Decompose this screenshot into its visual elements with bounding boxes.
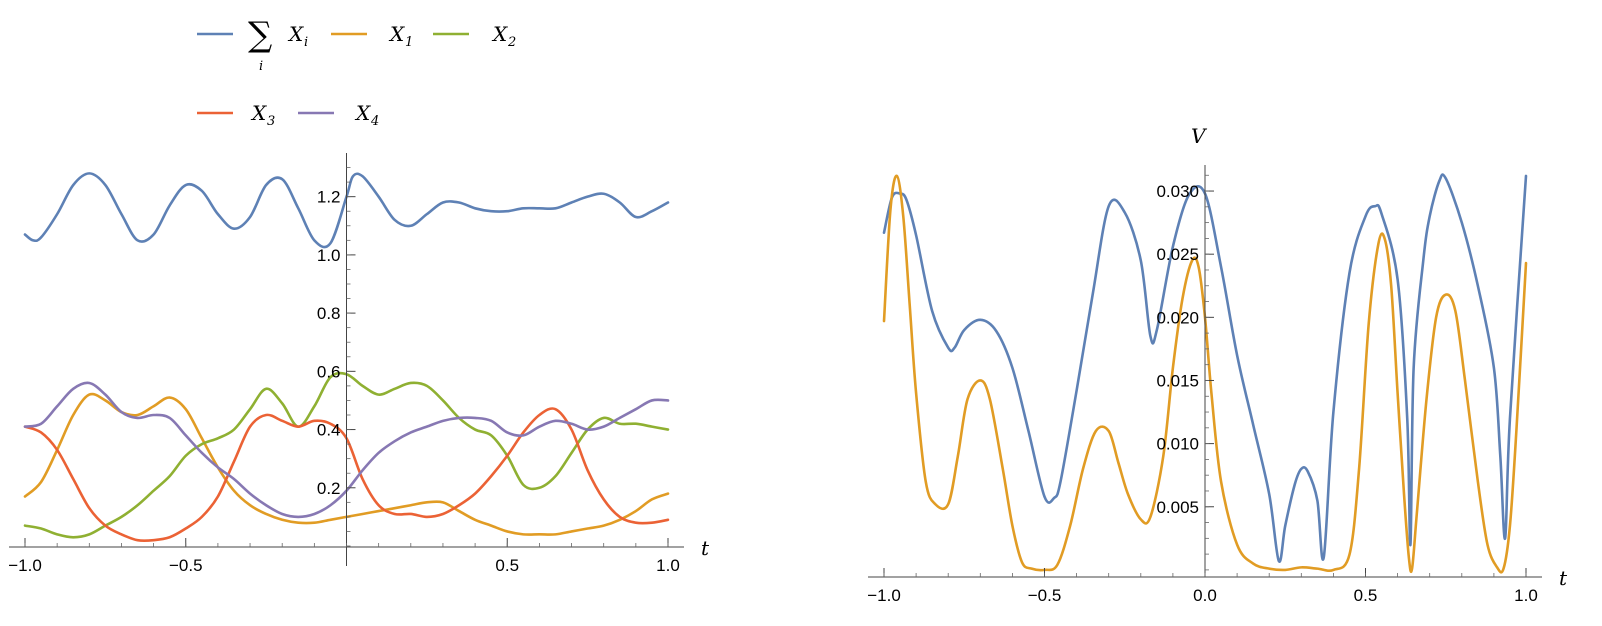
left-chart-y-tick-label: 0.2 (317, 479, 341, 498)
right-chart-x-tick-label: 1.0 (1514, 586, 1538, 605)
legend-label: X (287, 22, 304, 46)
right-chart-x-tick-label: −0.5 (1028, 586, 1062, 605)
right-chart: −1.0 −0.5 0.0 0.5 1.0 0.005 0.010 0.015 0.020 0.0… (867, 124, 1568, 605)
legend-label-subscript: i (304, 35, 308, 50)
chart-legend: ∑iX i X 1 X 2X 3 X 4 (197, 15, 516, 129)
right-chart-series-2-line (882, 174, 1528, 574)
right-chart-y-tick-label: 0.030 (1156, 182, 1199, 201)
legend-label-subscript: 1 (405, 35, 413, 50)
left-chart-x-axis-label: t (701, 536, 710, 560)
legend-label: X (388, 22, 405, 46)
legend-label-subscript: 4 (370, 114, 379, 129)
left-chart-y-tick-label: 0.4 (317, 421, 341, 440)
left-chart-x-tick-label: 1.0 (656, 556, 680, 575)
legend-label: X (250, 101, 267, 125)
right-chart-y-axis-label: V (1191, 124, 1208, 148)
right-chart-y-tick-label: 0.005 (1156, 498, 1199, 517)
legend-label: X (491, 22, 508, 46)
right-chart-x-tick-label: −1.0 (867, 586, 901, 605)
right-chart-x-tick-label: 0.0 (1193, 586, 1217, 605)
legend-sum-index: i (259, 59, 263, 74)
left-chart-y-tick-label: 0.8 (317, 304, 341, 323)
right-chart-y-tick-label: 0.010 (1156, 435, 1199, 454)
right-chart-series-1-line (882, 173, 1528, 563)
right-chart-x-tick-label: 0.5 (1354, 586, 1378, 605)
right-chart-x-axis-label: t (1559, 566, 1568, 590)
legend-label-subscript: 2 (507, 35, 516, 50)
right-chart-y-tick-label: 0.020 (1156, 308, 1199, 327)
right-chart-y-tick-label: 0.025 (1156, 245, 1199, 264)
right-chart-y-tick-label: 0.015 (1156, 371, 1199, 390)
left-chart-y-tick-label: 1.2 (317, 188, 341, 207)
left-chart: −1.0 −0.5 0.5 1.0 0.2 0.4 0.6 0.8 1.0 1.2 t (8, 153, 710, 575)
left-chart-y-tick-label: 1.0 (317, 246, 341, 265)
legend-label-subscript: 3 (267, 114, 275, 129)
left-chart-x-tick-label: −1.0 (8, 556, 42, 575)
legend-label: X (354, 101, 371, 125)
left-chart-x-tick-label: −0.5 (169, 556, 203, 575)
legend-sum-symbol: ∑ (248, 15, 272, 55)
left-chart-x-tick-label: 0.5 (495, 556, 519, 575)
left-chart-y-tick-label: 0.6 (317, 362, 341, 381)
